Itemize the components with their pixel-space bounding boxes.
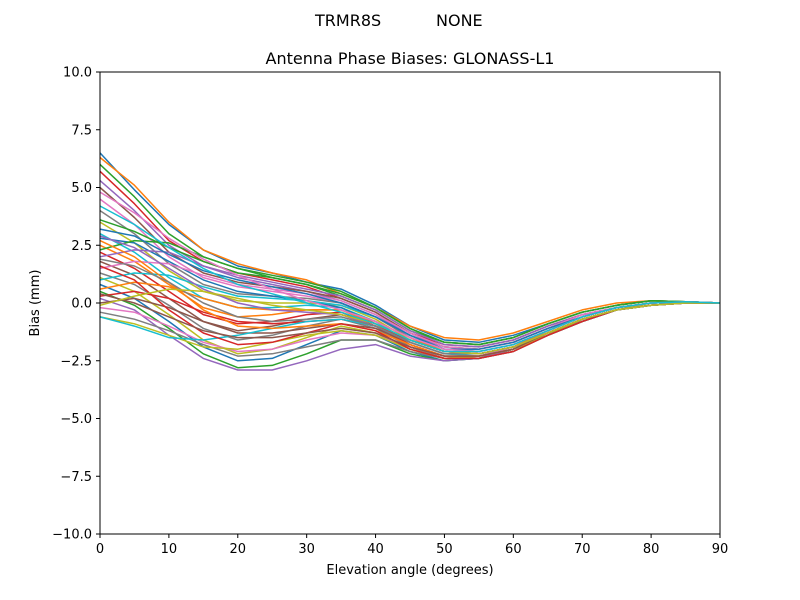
y-tick-label: 0.0 xyxy=(71,297,92,312)
x-tick-label: 80 xyxy=(643,542,660,557)
y-tick-label: 7.5 xyxy=(71,123,92,138)
series-line-6 xyxy=(99,186,721,350)
x-tick-label: 90 xyxy=(712,542,729,557)
suptitle-left: TRMR8S xyxy=(314,11,381,30)
x-axis-label: Elevation angle (degrees) xyxy=(326,563,493,578)
x-tick-label: 70 xyxy=(574,542,591,557)
series-line-27 xyxy=(99,302,720,357)
y-tick-label: −7.5 xyxy=(60,470,92,485)
series-line-2 xyxy=(99,156,721,341)
y-tick-label: 5.0 xyxy=(71,181,92,196)
y-tick-label: −10.0 xyxy=(52,528,92,543)
series-line-33 xyxy=(99,219,721,346)
x-tick-label: 40 xyxy=(367,542,384,557)
x-tick-label: 0 xyxy=(96,542,104,557)
x-axis-ticks: 0 10 20 30 40 50 60 70 80 90 xyxy=(96,534,728,557)
plot-frame xyxy=(99,71,721,535)
y-tick-label: −5.0 xyxy=(60,412,92,427)
x-tick-label: 30 xyxy=(298,542,315,557)
x-tick-label: 20 xyxy=(230,542,247,557)
series-layer xyxy=(99,152,721,371)
x-tick-label: 60 xyxy=(505,542,522,557)
x-tick-label: 10 xyxy=(161,542,178,557)
y-tick-label: 10.0 xyxy=(63,66,92,81)
y-axis-label: Bias (mm) xyxy=(28,270,43,337)
series-line-40 xyxy=(99,205,721,353)
y-tick-label: 2.5 xyxy=(71,239,92,254)
y-axis-ticks: −10.0 −7.5 −5.0 −2.5 0.0 2.5 5.0 7.5 10.0 xyxy=(52,66,100,543)
x-tick-label: 50 xyxy=(436,542,453,557)
series-line-5 xyxy=(99,180,721,350)
suptitle-right: NONE xyxy=(436,11,483,30)
y-tick-label: −2.5 xyxy=(60,354,92,369)
chart-title: Antenna Phase Biases: GLONASS-L1 xyxy=(266,49,555,68)
